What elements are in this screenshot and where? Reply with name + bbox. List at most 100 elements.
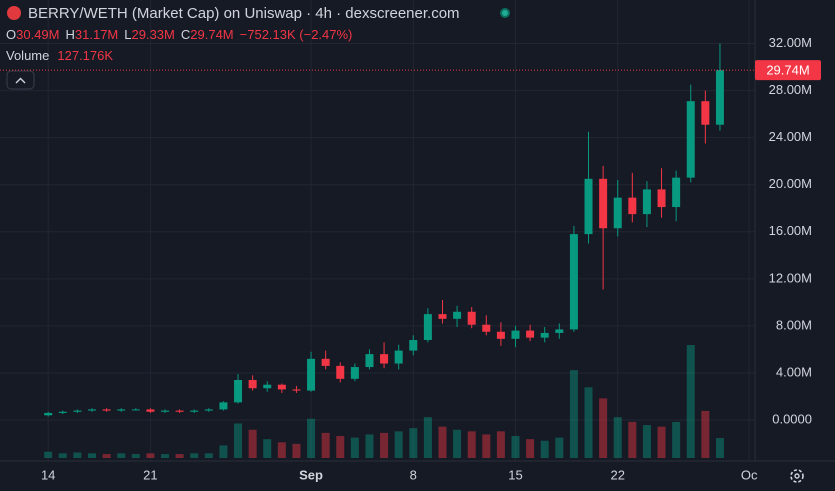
- volume-bar: [44, 451, 53, 458]
- x-tick-label: 8: [410, 467, 417, 482]
- volume-bar: [540, 440, 549, 458]
- x-tick-label: Oc: [741, 467, 758, 482]
- volume-bar: [599, 398, 608, 458]
- candle-body: [540, 332, 549, 338]
- x-tick-label: Sep: [299, 467, 323, 482]
- candle-body: [394, 350, 403, 364]
- volume-bar: [58, 453, 67, 458]
- y-tick-label: 28.00M: [769, 82, 812, 97]
- candle-body: [175, 410, 184, 412]
- volume-bar: [526, 439, 535, 458]
- x-tick-label: 15: [508, 467, 522, 482]
- volume-bar: [102, 454, 111, 458]
- candle-body: [190, 410, 199, 412]
- candle-body: [336, 365, 345, 379]
- candle-body: [131, 409, 140, 411]
- candle-body: [307, 358, 316, 391]
- volume-bar: [204, 453, 213, 458]
- y-tick-label: 24.00M: [769, 129, 812, 144]
- candle-body: [715, 70, 724, 125]
- volume-bar: [219, 445, 228, 458]
- y-tick-label: 20.00M: [769, 176, 812, 191]
- candle-body: [599, 178, 608, 229]
- ohlc-legend: O30.49M H31.17M L29.33M C29.74M −752.13K (−2…: [6, 27, 358, 42]
- candle-body: [686, 101, 695, 178]
- candle-body: [234, 380, 243, 403]
- candle-body: [438, 314, 447, 319]
- settings-icon[interactable]: [790, 469, 804, 483]
- volume-bar: [496, 431, 505, 458]
- candle-body: [482, 324, 491, 332]
- volume-bar: [117, 453, 126, 458]
- volume-key: Volume: [6, 48, 50, 63]
- candle-body: [672, 177, 681, 208]
- candle-body: [613, 197, 622, 229]
- last-price-tag: [755, 60, 821, 81]
- candle-body: [584, 178, 593, 235]
- ohlc-key: H: [65, 27, 75, 42]
- ohlc-value: 29.74M: [190, 27, 234, 42]
- x-tick-label: 22: [610, 467, 624, 482]
- ohlc-value: 30.49M: [16, 27, 60, 42]
- volume-bar: [584, 387, 593, 458]
- x-tick-label: 21: [143, 467, 157, 482]
- volume-bar: [672, 421, 681, 458]
- volume-bar: [190, 453, 199, 458]
- y-tick-label: 4.00M: [776, 364, 812, 379]
- ohlc-key: L: [124, 27, 132, 42]
- volume-bar: [657, 426, 666, 458]
- volume-bar: [438, 426, 447, 458]
- volume-bar: [642, 425, 651, 458]
- volume-bar: [380, 432, 389, 458]
- candle-body: [365, 354, 374, 368]
- volume-bar: [146, 453, 155, 458]
- y-tick-label: 0.0000: [772, 411, 812, 426]
- collapse-icon: [15, 77, 26, 84]
- volume-bar: [482, 434, 491, 458]
- volume-bar: [248, 429, 257, 458]
- volume-bar: [73, 452, 82, 458]
- volume-legend: Volume 127.176K: [6, 48, 113, 63]
- candle-body: [277, 384, 286, 390]
- candle-body: [219, 402, 228, 410]
- candle-body: [409, 340, 418, 351]
- last-price-label: 29.74M: [766, 63, 809, 78]
- volume-bar: [234, 423, 243, 458]
- candle-body: [350, 367, 359, 379]
- candle-body: [511, 330, 520, 339]
- volume-bar: [409, 428, 418, 458]
- ohlc-value: 29.33M: [131, 27, 175, 42]
- y-tick-label: 8.00M: [776, 317, 812, 332]
- volume-bar: [555, 437, 564, 458]
- volume-bar: [453, 429, 462, 458]
- volume-bar: [423, 417, 432, 458]
- volume-bar: [263, 439, 272, 458]
- volume-bar: [336, 436, 345, 458]
- candle-body: [496, 331, 505, 339]
- candle-body: [44, 412, 53, 416]
- volume-bar: [88, 453, 97, 458]
- candle-body: [117, 409, 126, 411]
- candle-body: [628, 197, 637, 215]
- candle-body: [467, 311, 476, 325]
- y-tick-label: 12.00M: [769, 270, 812, 285]
- candle-body: [321, 358, 330, 366]
- y-tick-label: 16.00M: [769, 223, 812, 238]
- candle-body: [146, 409, 155, 412]
- candle-body: [248, 380, 257, 389]
- volume-bar: [161, 454, 170, 458]
- change: −752.13K (−2.47%): [239, 27, 353, 42]
- candle-body: [263, 384, 272, 389]
- x-tick-label: 14: [41, 467, 55, 482]
- volume-bar: [628, 421, 637, 458]
- candle-body: [569, 234, 578, 330]
- candle-body: [380, 354, 389, 364]
- volume-bar: [321, 432, 330, 458]
- volume-bar: [292, 443, 301, 458]
- collapse-button[interactable]: [6, 70, 35, 90]
- y-tick-label: 32.00M: [769, 35, 812, 50]
- candle-body: [73, 410, 82, 412]
